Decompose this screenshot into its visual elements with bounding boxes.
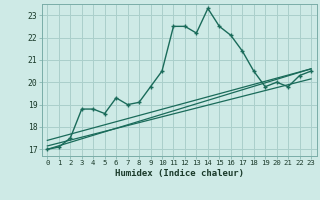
X-axis label: Humidex (Indice chaleur): Humidex (Indice chaleur): [115, 169, 244, 178]
